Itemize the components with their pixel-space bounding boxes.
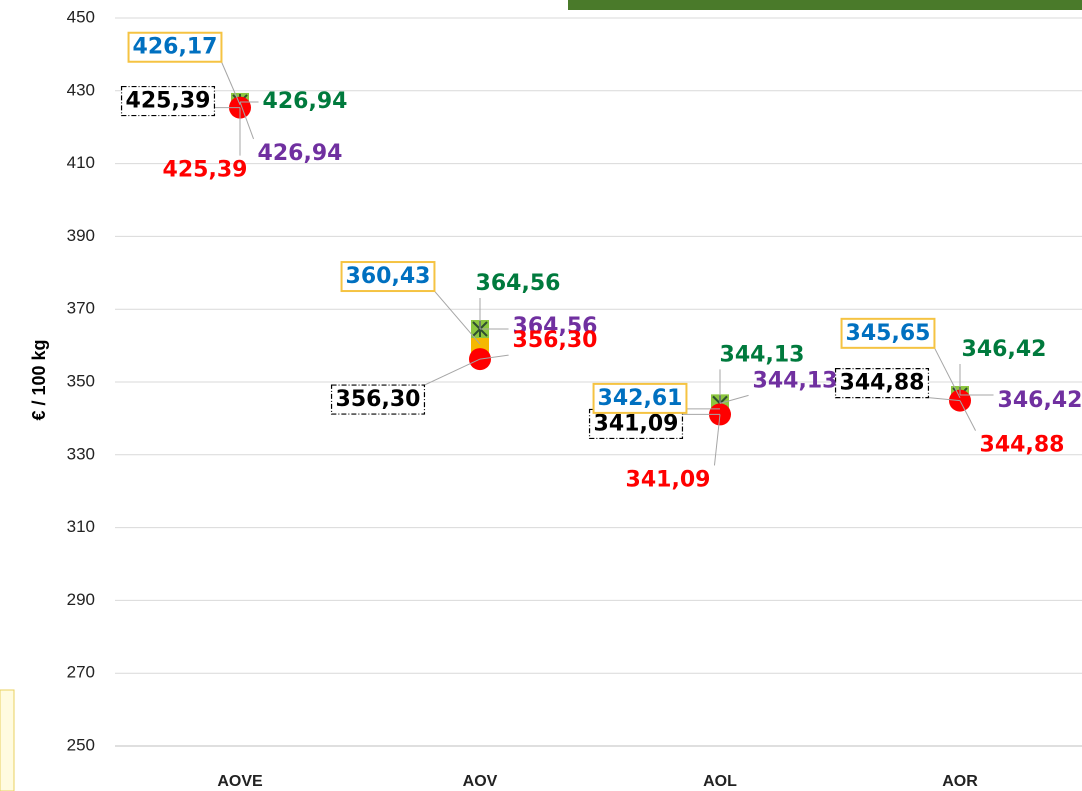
leader-line (434, 290, 481, 345)
leader-line (959, 400, 976, 431)
decor-bar (568, 0, 1082, 10)
value-label: 341,09 (594, 411, 679, 436)
value-label: 425,39 (163, 158, 248, 183)
value-label: 346,42 (998, 388, 1082, 413)
value-label: 356,30 (336, 387, 421, 412)
value-label: 345,65 (846, 321, 931, 346)
value-label: 344,88 (840, 371, 925, 396)
value-label: 342,61 (598, 386, 683, 411)
y-tick-label: 390 (67, 226, 95, 245)
value-label: 346,42 (962, 337, 1047, 362)
value-label: 341,09 (626, 467, 711, 492)
label-box (330, 384, 426, 415)
y-tick-label: 430 (67, 80, 95, 99)
value-label: 344,13 (720, 342, 805, 367)
label-box (588, 408, 684, 440)
label-box (127, 31, 223, 63)
leader-line (424, 358, 481, 386)
value-label: 344,13 (753, 368, 838, 393)
leader-line (928, 397, 961, 402)
label-box (592, 382, 688, 414)
label-box (840, 317, 936, 349)
y-tick-label: 270 (67, 663, 95, 682)
y-tick-label: 250 (67, 735, 95, 754)
x-tick-label: AOR (942, 773, 978, 790)
value-label: 426,17 (133, 35, 218, 60)
leader-line (220, 61, 241, 105)
y-tick-label: 370 (67, 299, 95, 318)
label-box (120, 85, 216, 117)
value-label: 364,56 (476, 271, 561, 296)
decor-panel (0, 689, 15, 791)
y-tick-label: 310 (67, 517, 95, 536)
labels: 425,39 356,30 341,09 344,88 426,17 360,43 342,… (120, 31, 1082, 492)
x-tick-label: AOL (703, 773, 737, 790)
leader-line (479, 354, 509, 360)
x-tick-label: AOVE (217, 773, 263, 790)
value-label: 426,94 (258, 141, 343, 166)
value-label: 426,94 (263, 89, 348, 114)
y-tick-label: 350 (67, 371, 95, 390)
leader-line (934, 347, 961, 399)
value-label: 364,56 (513, 314, 598, 339)
value-label: 360,43 (346, 264, 431, 289)
value-label: 356,30 (513, 328, 598, 353)
y-tick-label: 290 (67, 590, 95, 609)
y-tick-label: 450 (67, 7, 95, 26)
leader-line (719, 394, 749, 404)
label-box (834, 368, 930, 399)
value-label: 344,88 (980, 433, 1065, 458)
y-tick-label: 410 (67, 153, 95, 172)
label-box (340, 261, 436, 293)
leader-line (239, 101, 255, 140)
value-label: 425,39 (126, 89, 211, 114)
x-tick-label: AOV (463, 773, 498, 790)
y-axis-title: € / 100 kg (29, 339, 49, 420)
leader-line (713, 414, 721, 466)
y-tick-label: 330 (67, 444, 95, 463)
